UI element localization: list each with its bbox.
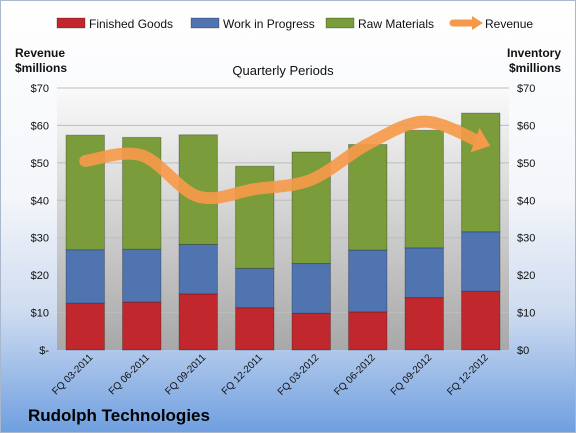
bar-finished-goods [178, 293, 218, 351]
bar-raw-materials [404, 129, 444, 249]
bar-raw-materials [348, 144, 388, 251]
bar-work-in-progress [348, 249, 388, 313]
y-tick-label-right: $40 [517, 195, 535, 207]
bars [65, 112, 501, 351]
revenue-line-group [79, 115, 491, 205]
legend-swatch-finished-goods [56, 17, 86, 29]
y-tick-label-left: $50 [31, 158, 49, 170]
bar-finished-goods [291, 312, 331, 351]
x-tick-label: FQ 09-2011 [163, 352, 208, 397]
legend-swatch-work-in-progress [190, 17, 220, 29]
revenue-line [79, 115, 487, 205]
bar-work-in-progress [122, 248, 162, 303]
company-name: Rudolph Technologies [28, 406, 210, 425]
y-tick-label-right: $60 [517, 120, 535, 132]
legend: Finished Goods Work in Progress Raw Materi… [56, 16, 533, 31]
x-tick-label: FQ 12-2012 [445, 352, 491, 398]
bar-finished-goods [65, 302, 105, 351]
y-axis-title-right-line2: $millions [509, 61, 561, 75]
y-tick-label-left: $- [39, 345, 49, 357]
y-tick-label-left: $40 [31, 195, 49, 207]
axis-ticks: $- $0 $10 $10 $20 $20 $30 $30 $40 $40 $50 $50 $60 $60… [31, 83, 536, 357]
legend-label: Finished Goods [89, 17, 173, 31]
y-tick-label-left: $60 [31, 120, 49, 132]
y-tick-label-left: $30 [31, 233, 49, 245]
y-tick-label-right: $0 [517, 345, 529, 357]
legend-swatch-revenue-arrow [472, 16, 483, 30]
bar-finished-goods [122, 301, 162, 351]
y-axis-title-left: Revenue [15, 46, 65, 60]
legend-label: Raw Materials [358, 17, 434, 31]
bar-work-in-progress [404, 247, 444, 299]
x-tick-label: FQ 09-2012 [389, 352, 435, 398]
bar-work-in-progress [65, 249, 105, 304]
x-tick-label: FQ 12-2011 [220, 352, 265, 397]
legend-label: Work in Progress [223, 17, 315, 31]
bar-finished-goods [461, 290, 501, 351]
x-tick-label: FQ 03-2012 [276, 352, 322, 398]
y-tick-label-right: $20 [517, 270, 535, 282]
legend-swatch-raw-materials [325, 17, 355, 29]
x-tick-label: FQ 06-2012 [332, 352, 378, 398]
y-tick-label-right: $50 [517, 158, 535, 170]
y-axis-title-right: Inventory [507, 46, 561, 60]
bar-work-in-progress [178, 243, 218, 295]
bar-finished-goods [235, 307, 275, 351]
y-tick-label-right: $30 [517, 233, 535, 245]
bar-finished-goods [404, 297, 444, 351]
y-tick-label-right: $10 [517, 308, 535, 320]
bar-finished-goods [348, 311, 388, 351]
revenue-arrowhead [470, 128, 491, 153]
bar-work-in-progress [235, 267, 275, 309]
category-labels: FQ 03-2011 FQ 06-2011 FQ 09-2011 FQ 12-2011… [50, 352, 491, 398]
legend-label: Revenue [485, 17, 533, 31]
y-tick-label-left: $20 [31, 270, 49, 282]
plot-title: Quarterly Periods [232, 63, 334, 78]
x-tick-label: FQ 06-2011 [107, 352, 152, 397]
y-tick-label-right: $70 [517, 83, 535, 95]
y-tick-label-left: $70 [31, 83, 49, 95]
bar-work-in-progress [291, 263, 331, 314]
y-axis-title-left-line2: $millions [15, 61, 67, 75]
x-tick-label: FQ 03-2011 [50, 352, 95, 397]
bar-work-in-progress [461, 231, 501, 292]
y-tick-label-left: $10 [31, 308, 49, 320]
